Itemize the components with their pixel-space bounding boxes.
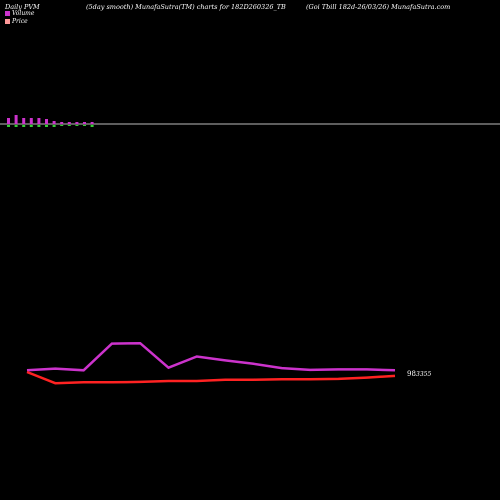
legend-label-price: Price [12, 17, 28, 25]
volume-bar [67, 122, 71, 124]
volume-bar-down [22, 125, 26, 127]
price-line [26, 370, 396, 385]
volume-bar [75, 122, 79, 124]
legend-swatch-volume [5, 11, 10, 17]
price-value-label: 98 [407, 370, 416, 378]
chart-title: (5day smooth) MunafaSutra(TM) charts for… [86, 3, 286, 11]
volume-bar [90, 122, 94, 124]
volume-bar [14, 115, 18, 124]
volume-smooth-line [26, 341, 396, 372]
volume-bar [7, 118, 10, 124]
volume-bar-down [90, 125, 94, 127]
volume-bar [83, 122, 86, 124]
legend-swatch-price [5, 18, 10, 24]
volume-bar-down [37, 125, 41, 127]
volume-bar [45, 119, 48, 124]
volume-bar-down [60, 125, 64, 126]
volume-bar-down [7, 125, 10, 127]
volume-bar-down [29, 125, 33, 127]
volume-bar [37, 118, 41, 124]
volume-bar [22, 118, 26, 124]
volume-bar-down [52, 125, 56, 127]
volume-bar-down [14, 125, 18, 127]
volume-bar [52, 121, 56, 124]
legend: Volume Price [5, 10, 34, 25]
volume-bar-down [83, 125, 86, 126]
legend-label-volume: Volume [12, 10, 35, 17]
volume-bar-down [45, 125, 48, 127]
volume-bars [7, 115, 94, 127]
legend-item-volume: Volume [5, 10, 34, 18]
volume-bar [29, 118, 33, 124]
chart-type-label: Daily PVM [5, 3, 40, 11]
price-value-suffix: 3355 [416, 371, 431, 378]
legend-item-price: Price [5, 18, 34, 26]
instrument-label: (Goi Tbill 182d-26/03/26) MunafaSutra.co… [306, 3, 451, 11]
volume-bar [60, 122, 64, 124]
volume-bar-down [75, 125, 79, 126]
volume-bar-down [67, 125, 71, 126]
